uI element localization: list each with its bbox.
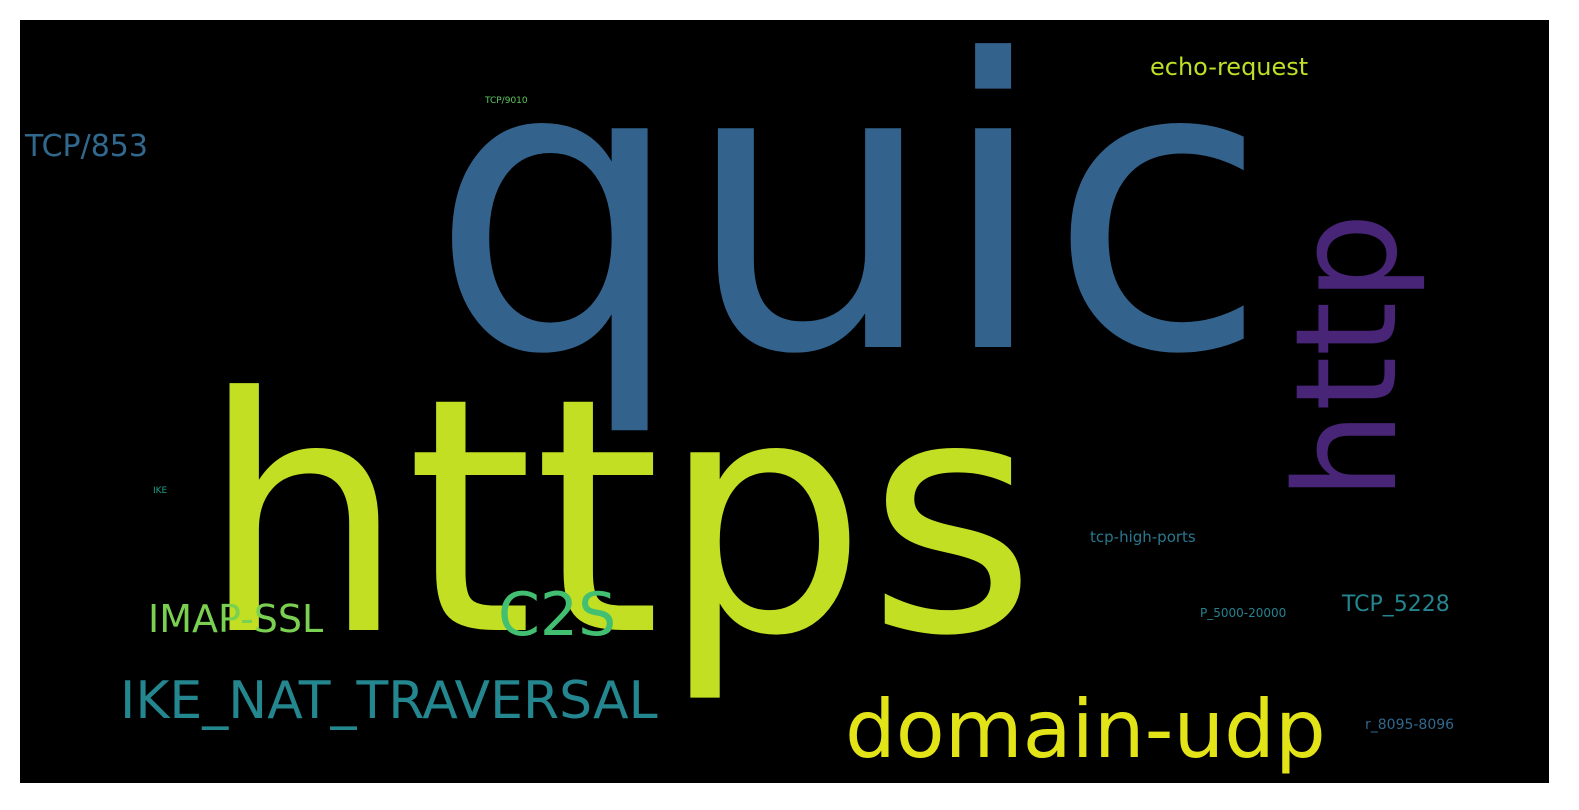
word-domain-udp: domain-udp [845, 683, 1326, 776]
word-tcp-high-ports: tcp-high-ports [1090, 528, 1196, 546]
word-cloud-canvas: quic https http domain-udp IKE_NAT_TRAVE… [20, 20, 1549, 783]
word-ike-nat-traversal: IKE_NAT_TRAVERSAL [120, 671, 658, 731]
word-https: https [200, 328, 1037, 707]
word-imap-ssl: IMAP-SSL [148, 597, 324, 641]
word-r-8095-8096: r_8095-8096 [1365, 717, 1455, 733]
word-p-5000-20000: P_5000-20000 [1200, 606, 1287, 620]
word-c2s: C2S [498, 580, 617, 650]
word-echo-request: echo-request [1150, 53, 1309, 81]
word-quic: quic [430, 20, 1269, 442]
word-tcp-853: TCP/853 [25, 129, 148, 164]
word-http: http [1266, 212, 1429, 500]
word-tcp-9010: TCP/9010 [485, 96, 528, 106]
word-tcp-5228: TCP_5228 [1342, 592, 1450, 617]
word-ike: IKE [153, 486, 168, 496]
